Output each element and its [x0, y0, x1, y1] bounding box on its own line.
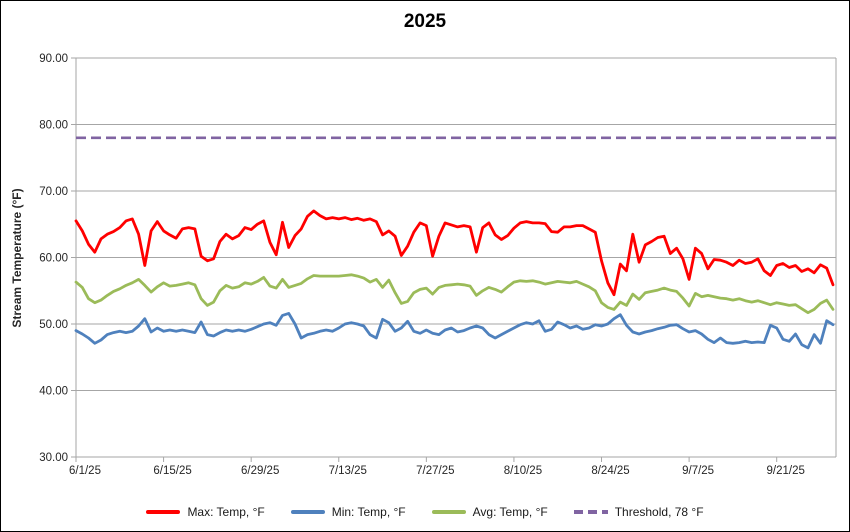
x-tick-label: 8/24/25	[591, 465, 629, 477]
legend-item-avg: Avg: Temp, °F	[431, 505, 548, 519]
x-tick-label: 6/15/25	[153, 465, 191, 477]
chart-title: 2025	[403, 11, 447, 32]
min-line-swatch-icon	[290, 510, 325, 514]
legend-item-min: Min: Temp, °F	[290, 505, 406, 519]
x-tick-label: 7/27/25	[416, 465, 454, 477]
legend-label-threshold: Threshold, 78 °F	[614, 505, 704, 519]
y-tick-label: 40.00	[39, 386, 68, 398]
max-line-swatch-icon	[146, 510, 181, 514]
legend-label-max: Max: Temp, °F	[187, 505, 265, 519]
legend-item-max: Max: Temp, °F	[146, 505, 265, 519]
x-tick-label: 8/10/25	[504, 465, 542, 477]
series-line-min	[74, 311, 835, 350]
avg-line-swatch-icon	[431, 510, 466, 514]
x-tick-label: 6/29/25	[241, 465, 279, 477]
y-tick-label: 70.00	[39, 186, 68, 198]
y-tick-label: 50.00	[39, 319, 68, 331]
legend-item-threshold: Threshold, 78 °F	[573, 505, 704, 519]
legend-label-avg: Avg: Temp, °F	[472, 505, 548, 519]
x-tick-label: 9/7/25	[682, 465, 714, 477]
series-line-avg	[74, 273, 835, 315]
x-tick-label: 6/1/25	[69, 465, 101, 477]
series-line-max	[74, 209, 835, 297]
legend: Max: Temp, °F Min: Temp, °F Avg: Temp, °…	[1, 498, 849, 526]
y-tick-label: 80.00	[39, 120, 68, 132]
threshold-line-swatch-icon	[573, 510, 608, 514]
y-tick-label: 60.00	[39, 253, 68, 265]
x-tick-label: 9/21/25	[767, 465, 805, 477]
y-tick-label: 90.00	[39, 53, 68, 65]
x-tick-label: 7/13/25	[329, 465, 367, 477]
y-tick-label: 30.00	[39, 452, 68, 464]
legend-label-min: Min: Temp, °F	[331, 505, 406, 519]
